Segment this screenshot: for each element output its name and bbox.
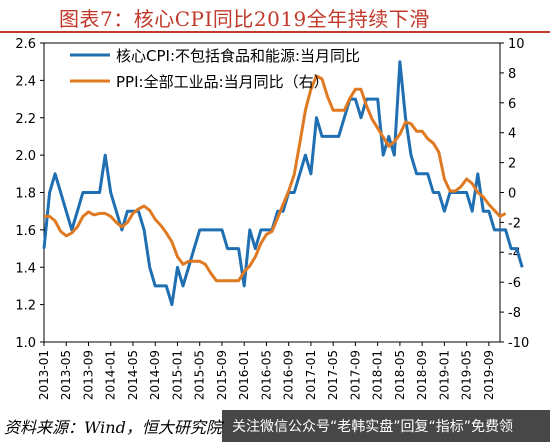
x-tick-label: 2019-01 xyxy=(437,350,451,400)
x-tick-label: 2017-01 xyxy=(304,350,318,400)
right-tick-label: 6 xyxy=(508,97,516,112)
series-layer xyxy=(42,60,524,307)
left-tick-label: 1.6 xyxy=(15,224,36,239)
x-tick-label: 2019-05 xyxy=(460,350,474,400)
x-tick-label: 2013-09 xyxy=(81,350,95,400)
right-tick-label: -8 xyxy=(508,306,521,321)
x-tick-label: 2014-09 xyxy=(148,350,162,400)
left-tick-label: 2.4 xyxy=(15,74,36,89)
legend-label: 核心CPI:不包括食品和能源:当月同比 xyxy=(116,47,360,65)
right-tick-label: 0 xyxy=(508,187,516,202)
line-chart: 1.01.21.41.61.82.02.22.42.6-10-8-6-4-202… xyxy=(15,37,529,400)
x-tick-label: 2016-05 xyxy=(259,350,273,400)
x-tick-label: 2013-01 xyxy=(37,350,51,400)
right-tick-label: 2 xyxy=(508,157,516,172)
x-tick-label: 2015-09 xyxy=(215,350,229,400)
legend-label: PPI:全部工业品:当月同比（右） xyxy=(116,73,329,91)
x-tick-label: 2019-09 xyxy=(482,350,496,400)
left-tick-label: 1.8 xyxy=(15,187,36,202)
legend-layer: 核心CPI:不包括食品和能源:当月同比 PPI:全部工业品:当月同比（右） xyxy=(70,47,360,91)
x-tick-label: 2016-01 xyxy=(237,350,251,400)
promo-banner[interactable]: 关注微信公众号“老韩实盘”回复“指标”免费领 xyxy=(222,410,550,442)
x-tick-label: 2017-09 xyxy=(348,350,362,400)
x-tick-label: 2018-09 xyxy=(415,350,429,400)
x-tick-label: 2015-05 xyxy=(193,350,207,400)
title-bar: 图表7：核心CPI同比2019全年持续下滑 xyxy=(0,0,550,31)
left-tick-label: 1.4 xyxy=(15,261,36,276)
chart-title: 图表7：核心CPI同比2019全年持续下滑 xyxy=(59,7,430,31)
x-tick-label: 2017-05 xyxy=(326,350,340,400)
left-tick-label: 2.0 xyxy=(15,149,36,164)
right-tick-label: 4 xyxy=(508,127,516,142)
title-divider xyxy=(0,31,550,33)
series-line-core-cpi xyxy=(42,60,524,307)
x-tick-label: 2016-09 xyxy=(282,350,296,400)
right-tick-label: 8 xyxy=(508,67,516,82)
x-tick-label: 2018-05 xyxy=(393,350,407,400)
x-tick-label: 2013-05 xyxy=(59,350,73,400)
left-tick-label: 2.2 xyxy=(15,112,36,127)
x-tick-label: 2015-01 xyxy=(170,350,184,400)
x-tick-label: 2014-01 xyxy=(104,350,118,400)
x-tick-label: 2018-01 xyxy=(371,350,385,400)
axis-layer: 1.01.21.41.61.82.02.22.42.6-10-8-6-4-202… xyxy=(15,37,529,400)
right-tick-label: 10 xyxy=(508,37,525,52)
promo-banner-text: 关注微信公众号“老韩实盘”回复“指标”免费领 xyxy=(232,419,514,435)
right-tick-label: -6 xyxy=(508,276,521,291)
x-tick-label: 2014-05 xyxy=(126,350,140,400)
right-tick-label: -10 xyxy=(508,336,529,351)
series-line-ppi xyxy=(44,74,507,283)
source-bar: 资料来源：Wind，恒大研究院 xyxy=(0,404,550,442)
source-note: 资料来源：Wind，恒大研究院 xyxy=(4,418,222,437)
left-tick-label: 1.0 xyxy=(15,336,36,351)
left-tick-label: 1.2 xyxy=(15,299,36,314)
right-tick-label: -2 xyxy=(508,216,521,231)
left-tick-label: 2.6 xyxy=(15,37,36,52)
